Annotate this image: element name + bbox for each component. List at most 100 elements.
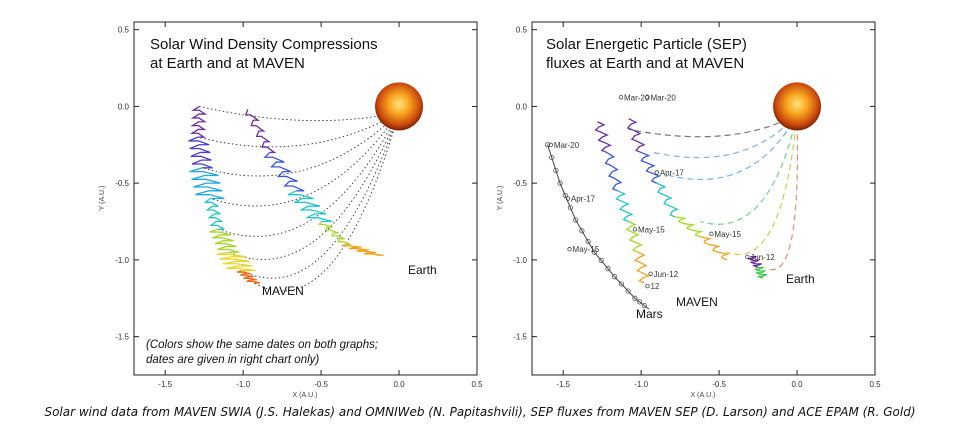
sep-flux-segment xyxy=(594,121,612,154)
left-title-line1: Solar Wind Density Compressions xyxy=(150,36,378,53)
right-title-line2: fluxes at Earth and at MAVEN xyxy=(546,55,744,72)
y-tick-label: -1.0 xyxy=(115,256,129,265)
orbit-marker xyxy=(598,257,604,264)
spiral-field-line xyxy=(241,112,400,279)
left-maven-label: MAVEN xyxy=(262,284,304,298)
left-sun-icon xyxy=(375,82,424,131)
date-marker xyxy=(709,231,714,237)
x-tick-label: 0.5 xyxy=(471,380,483,389)
mars-orbit xyxy=(547,144,650,310)
x-tick-label: 0.5 xyxy=(869,380,881,389)
sep-flux-segment xyxy=(626,118,646,154)
dashed-spiral-line xyxy=(669,114,798,180)
date-marker xyxy=(645,283,650,289)
right-ylabel: Y (A.U.) xyxy=(497,186,504,211)
maven-density-segment xyxy=(209,228,240,253)
date-label: 12 xyxy=(650,282,659,291)
sep-flux-segment xyxy=(675,216,704,238)
orbit-marker xyxy=(567,205,574,211)
orbit-marker xyxy=(553,167,559,173)
sep-flux-segment xyxy=(625,220,644,253)
dashed-spiral-line xyxy=(653,114,798,159)
date-marker xyxy=(745,254,750,260)
dashed-spiral-line xyxy=(726,114,798,255)
date-label: Mar-20 xyxy=(650,93,676,102)
earth-density-segment xyxy=(287,190,333,223)
date-marker xyxy=(632,227,638,232)
right-panel: -1.5 -1.0 -0.5 0.0 0.5 0.5 0.0 -0.5 -1.0 -1.5 Mar… xyxy=(497,21,881,399)
right-mars-label: Mars xyxy=(636,307,663,321)
x-tick-label: -0.5 xyxy=(712,380,726,389)
x-tick-label: -1.0 xyxy=(236,380,250,389)
orbit-marker xyxy=(632,295,638,301)
orbit-marker xyxy=(618,281,624,287)
right-sun-icon xyxy=(773,82,822,131)
date-label: May-15 xyxy=(714,230,741,239)
orbit-marker xyxy=(544,142,551,148)
orbit-marker xyxy=(591,249,597,255)
date-label: Apr-17 xyxy=(660,168,685,177)
x-tick-label: -1.0 xyxy=(634,380,648,389)
left-spiral-field-lines xyxy=(197,105,400,292)
x-tick-label: -1.5 xyxy=(556,380,570,389)
maven-density-segment xyxy=(188,136,213,169)
y-tick-label: -1.0 xyxy=(513,256,527,265)
y-tick-label: 0.5 xyxy=(516,26,528,35)
left-axes: -1.5 -1.0 -0.5 0.0 0.5 0.5 0.0 -0.5 -1.0 -1.5 xyxy=(115,22,483,389)
orbit-marker xyxy=(579,228,585,234)
orbit-marker xyxy=(641,302,647,309)
x-tick-label: 0.0 xyxy=(791,380,803,389)
sep-flux-segment xyxy=(747,255,763,269)
orbit-marker xyxy=(625,288,631,294)
date-marker xyxy=(648,271,653,276)
date-label: Mar-20 xyxy=(554,141,580,150)
y-tick-label: 0.0 xyxy=(516,102,528,111)
y-tick-label: -1.5 xyxy=(513,333,527,342)
right-xlabel: X (A.U.) xyxy=(691,392,716,399)
sep-flux-segment xyxy=(604,151,623,192)
x-tick-label: 0.0 xyxy=(393,380,405,389)
orbit-marker xyxy=(557,180,563,186)
left-note-line2: dates are given in right chart only) xyxy=(146,354,319,366)
maven-density-segment xyxy=(216,251,256,272)
right-earth-label: Earth xyxy=(786,272,815,286)
date-marker xyxy=(618,95,624,100)
left-ylabel: Y (A.U.) xyxy=(99,186,106,211)
date-marker xyxy=(565,196,571,201)
sun-icon xyxy=(375,82,424,131)
orbit-marker xyxy=(573,217,579,223)
left-title-line2: at Earth and at MAVEN xyxy=(150,55,305,72)
spiral-field-line xyxy=(197,112,400,148)
maven-density-segment xyxy=(203,197,225,230)
maven-density-segment xyxy=(189,105,208,138)
right-plot-frame xyxy=(531,21,876,376)
orbit-marker xyxy=(612,274,618,280)
y-tick-label: 0.5 xyxy=(118,26,130,35)
x-tick-label: -0.5 xyxy=(314,380,328,389)
left-density-tracks xyxy=(188,105,384,284)
y-tick-label: -1.5 xyxy=(115,333,129,342)
right-maven-label: MAVEN xyxy=(676,295,718,309)
right-sep-tracks xyxy=(544,118,768,310)
date-label: Jun-12 xyxy=(654,270,679,279)
left-earth-label: Earth xyxy=(408,263,437,277)
orbit-marker xyxy=(549,154,555,161)
sep-flux-segment xyxy=(656,182,679,218)
date-marker xyxy=(548,142,554,148)
maven-density-segment xyxy=(236,270,261,284)
spiral-field-line xyxy=(228,112,400,260)
date-label: May-15 xyxy=(638,225,665,234)
sep-flux-segment xyxy=(700,236,730,261)
date-label: Mar-20 xyxy=(624,93,650,102)
left-xlabel: X (A.U.) xyxy=(293,392,318,399)
right-axes: -1.5 -1.0 -0.5 0.0 0.5 0.5 0.0 -0.5 -1.0 -1.5 xyxy=(513,22,881,389)
maven-density-segment xyxy=(189,167,225,200)
earth-density-segment xyxy=(341,243,384,256)
left-panel: -1.5 -1.0 -0.5 0.0 0.5 0.5 0.0 -0.5 -1.0 -1.5 Sol… xyxy=(99,21,483,399)
sep-flux-segment xyxy=(640,151,661,184)
figure-caption: Solar wind data from MAVEN SWIA (J.S. Ha… xyxy=(44,405,916,419)
dashed-spiral-line xyxy=(765,114,799,271)
earth-density-segment xyxy=(263,152,305,192)
